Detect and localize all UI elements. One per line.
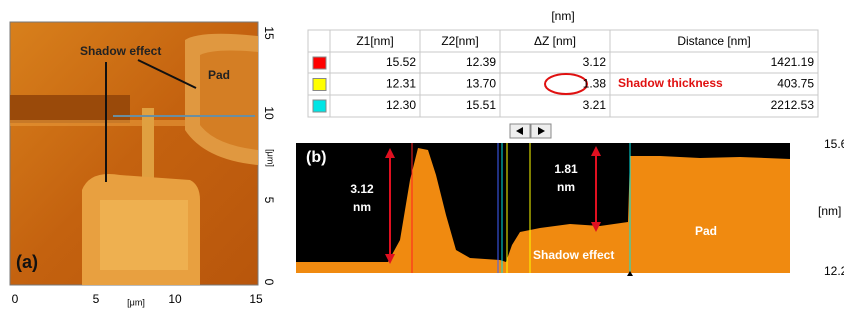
highlight (545, 74, 587, 94)
annotation: Shadow effect (533, 248, 614, 262)
screenshot: Shadow effect Pad (a) 0 5 10 15 [μm] 15 … (0, 0, 844, 317)
axis-min: 12.29 (824, 264, 844, 278)
height-value: 1.81 (554, 162, 578, 176)
table-unit: [nm] (551, 9, 574, 23)
panel-label: (a) (16, 252, 38, 272)
column-header: Z1[nm] (356, 34, 393, 48)
next-button[interactable] (531, 124, 551, 138)
x-axis-unit: [μm] (127, 297, 145, 307)
table-cell: 13.70 (466, 77, 496, 91)
y-tick-label: 0 (262, 279, 276, 286)
x-tick-label: 5 (93, 292, 100, 306)
table-cell: 2212.53 (771, 98, 815, 112)
y-tick-label: 15 (262, 26, 276, 40)
table-cell: 12.31 (386, 77, 416, 91)
column-header: Z2[nm] (441, 34, 478, 48)
column-header: ΔZ [nm] (534, 34, 576, 48)
annotation: Pad (208, 68, 230, 82)
column-header: Distance [nm] (677, 34, 750, 48)
y-axis-unit: [μm] (266, 149, 276, 167)
y-tick-label: 10 (262, 106, 276, 120)
afm-image: Shadow effect Pad (a) (10, 22, 258, 285)
table-cell: 1.38 (583, 77, 607, 91)
annotation: Shadow thickness (618, 76, 723, 90)
table-cell: 1421.19 (771, 55, 815, 69)
axis-max: 15.68 (824, 137, 844, 151)
table-cell: 15.52 (386, 55, 416, 69)
color-swatch (313, 79, 326, 91)
color-swatch (313, 57, 326, 69)
x-tick-label: 0 (12, 292, 19, 306)
y-tick-label: 5 (262, 197, 276, 204)
table-cell: 403.75 (777, 77, 814, 91)
panel-label: (b) (306, 149, 326, 166)
axis-unit: [nm] (818, 204, 841, 218)
color-swatch (313, 100, 326, 112)
x-tick-label: 10 (168, 292, 182, 306)
table-cell: 15.51 (466, 98, 496, 112)
table-cell: 3.21 (583, 98, 607, 112)
table-cell: 12.30 (386, 98, 416, 112)
height-unit: nm (557, 180, 575, 194)
x-tick-label: 15 (249, 292, 263, 306)
prev-button[interactable] (510, 124, 530, 138)
table-cell: 3.12 (583, 55, 607, 69)
height-value: 3.12 (350, 182, 374, 196)
annotation: Shadow effect (80, 44, 161, 58)
table-cell: 12.39 (466, 55, 496, 69)
annotation: Pad (695, 224, 717, 238)
height-unit: nm (353, 200, 371, 214)
